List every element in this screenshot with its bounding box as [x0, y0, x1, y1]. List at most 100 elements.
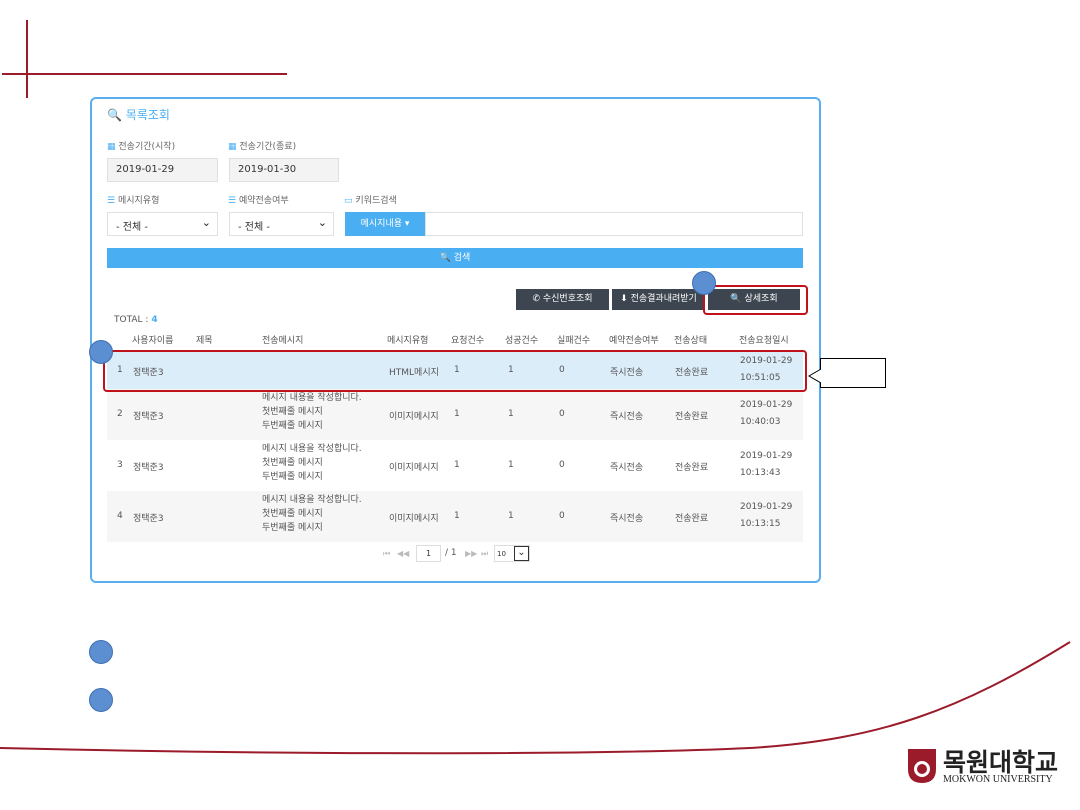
cell-status: 전송완료: [675, 367, 709, 378]
cell-reserve: 즉시전송: [610, 411, 644, 422]
cell-time: 10:40:03: [740, 416, 781, 427]
cell-ok: 1: [508, 459, 514, 470]
page-size-value: 10: [497, 550, 506, 558]
col-status: 전송상태: [674, 336, 708, 346]
col-success: 성공건수: [505, 336, 539, 346]
col-message: 전송메시지: [262, 336, 304, 346]
cell-message-line: 메시지 내용을 작성합니다.: [262, 444, 362, 454]
reserve-label-text: 예약전송여부: [238, 196, 289, 206]
prev-page-icon[interactable]: ◀◀: [397, 549, 410, 558]
callout-box: [820, 358, 886, 388]
page-total: / 1: [445, 548, 457, 558]
reserve-select[interactable]: - 전체 - ⌄: [229, 212, 334, 236]
next-page-icon[interactable]: ▶▶: [465, 549, 478, 558]
total-value: 4: [151, 315, 158, 325]
logo-english: MOKWON UNIVERSITY: [943, 774, 1053, 785]
total-count: TOTAL : 4: [114, 315, 158, 325]
marker-circle: [692, 271, 716, 295]
download-icon: ⬇: [620, 294, 628, 304]
cell-req: 1: [454, 510, 460, 521]
start-date-label-text: 전송기간(시작): [118, 142, 176, 152]
calendar-icon: ▦: [228, 142, 237, 152]
table-header: 사용자이름 제목 전송메시지 메시지유형 요청건수 성공건수 실패건수 예약전송…: [107, 333, 803, 349]
cell-reserve: 즉시전송: [610, 513, 644, 524]
cell-ok: 1: [508, 510, 514, 521]
reserve-label: ☰ 예약전송여부: [228, 193, 289, 206]
chevron-down-icon: ⌄: [201, 216, 211, 229]
download-results-label: 전송결과내려받기: [630, 294, 697, 304]
cell-req: 1: [454, 364, 460, 375]
cell-message-line: 첫번째줄 메시지: [262, 509, 323, 519]
search-icon: 🔍: [107, 108, 122, 122]
search-button[interactable]: 🔍 검색: [107, 248, 803, 268]
cell-reserve: 즉시전송: [610, 367, 644, 378]
total-label: TOTAL :: [114, 315, 149, 325]
cell-fail: 0: [559, 510, 565, 521]
chevron-down-icon: ⌄: [317, 216, 327, 229]
download-results-button[interactable]: ⬇ 전송결과내려받기: [612, 289, 705, 310]
cell-type: 이미지메시지: [389, 411, 439, 422]
cell-fail: 0: [559, 364, 565, 375]
cell-type: 이미지메시지: [389, 513, 439, 524]
panel-title-text: 목록조회: [125, 108, 170, 122]
cell-fail: 0: [559, 408, 565, 419]
keyword-dropdown[interactable]: 메시지내용 ▾: [345, 212, 425, 236]
list-icon: ☰: [107, 196, 116, 206]
cell-time: 10:51:05: [740, 372, 781, 383]
last-page-icon[interactable]: ⏭: [481, 549, 489, 558]
cell-status: 전송완료: [675, 462, 709, 473]
end-date-input[interactable]: 2019-01-30: [229, 158, 339, 182]
cell-ok: 1: [508, 364, 514, 375]
cell-time: 10:13:15: [740, 518, 781, 529]
slide-cross-horizontal: [2, 73, 287, 75]
col-failed: 실패건수: [557, 336, 591, 346]
cell-message-line: 첫번째줄 메시지: [262, 458, 323, 468]
cell-no: 1: [117, 364, 123, 375]
cell-user: 정택준3: [133, 462, 164, 473]
search-icon: 🔍: [730, 294, 742, 304]
search-button-label: 검색: [453, 253, 471, 263]
cell-fail: 0: [559, 459, 565, 470]
message-type-label-text: 메시지유형: [117, 196, 160, 206]
cell-message-line: 두번째줄 메시지: [262, 523, 323, 533]
start-date-input[interactable]: 2019-01-29: [107, 158, 218, 182]
cell-date: 2019-01-29: [740, 450, 793, 461]
keyboard-icon: ▭: [344, 196, 353, 206]
marker-circle: [89, 640, 113, 664]
keyword-label-text: 키워드검색: [355, 196, 397, 206]
cell-no: 4: [117, 510, 123, 521]
cell-date: 2019-01-29: [740, 355, 793, 366]
page-size-select[interactable]: 10 ⌄: [494, 545, 530, 562]
first-page-icon[interactable]: ⏮: [383, 549, 391, 558]
keyword-label: ▭ 키워드검색: [344, 193, 397, 206]
cell-user: 정택준3: [133, 367, 164, 378]
message-type-select[interactable]: - 전체 - ⌄: [107, 212, 218, 236]
cell-ok: 1: [508, 408, 514, 419]
cell-no: 3: [117, 459, 123, 470]
cell-req: 1: [454, 408, 460, 419]
slide-cross-vertical: [26, 20, 28, 98]
search-icon: 🔍: [439, 253, 451, 263]
table-row[interactable]: 2 정택준3 이미지메시지 1 1 0 즉시전송 전송완료 메시지 내용을 작성합니다. 첫번째줄…: [107, 389, 803, 440]
detail-button-highlight: [703, 285, 808, 315]
table-row[interactable]: 3 정택준3 이미지메시지 1 1 0 즉시전송 전송완료 메시지 내용을 작성합니다. 첫번째줄…: [107, 440, 803, 491]
keyword-input[interactable]: [425, 212, 803, 236]
logo-korean: 목원대학교: [943, 748, 1059, 777]
marker-circle: [89, 340, 113, 364]
cell-user: 정택준3: [133, 411, 164, 422]
table-row[interactable]: 1 정택준3 HTML메시지 1 1 0 즉시전송 전송완료 2019-01-29 10:51:0…: [107, 350, 803, 391]
cell-date: 2019-01-29: [740, 501, 793, 512]
table-row[interactable]: 4 정택준3 이미지메시지 1 1 0 즉시전송 전송완료 메시지 내용을 작성합니다. 첫번째줄…: [107, 491, 803, 542]
cell-message-line: 메시지 내용을 작성합니다.: [262, 495, 362, 505]
end-date-label: ▦ 전송기간(종료): [228, 139, 296, 152]
phone-icon: ✆: [532, 294, 540, 304]
panel-title: 🔍 목록조회: [107, 106, 170, 123]
recipient-lookup-button[interactable]: ✆ 수신번호조회: [516, 289, 609, 310]
page-input[interactable]: 1: [416, 545, 441, 562]
col-datetime: 전송요청일시: [739, 336, 789, 346]
selected-row-highlight: [103, 350, 807, 392]
marker-circle: [89, 688, 113, 712]
cell-no: 2: [117, 408, 123, 419]
message-type-label: ☰ 메시지유형: [107, 193, 159, 206]
detail-view-button[interactable]: 🔍 상세조회: [708, 289, 800, 310]
